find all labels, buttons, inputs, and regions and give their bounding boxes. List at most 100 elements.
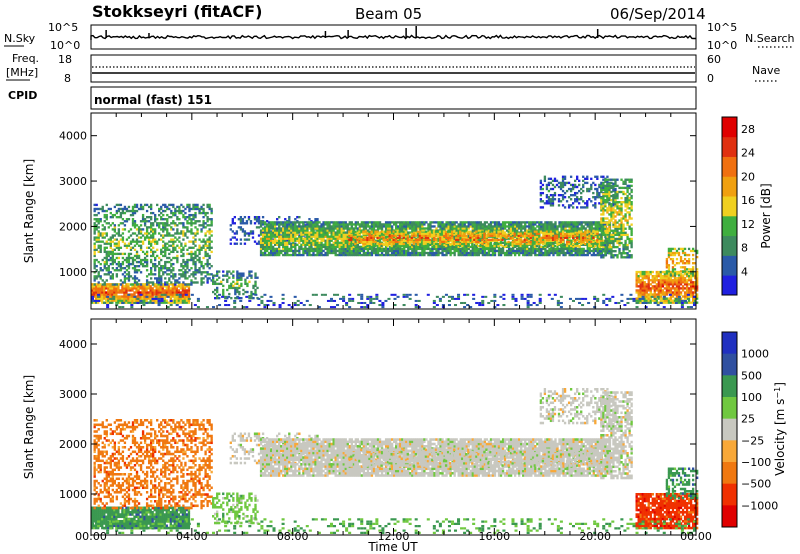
power-cell [162, 267, 165, 270]
power-cell [288, 235, 291, 238]
power-cell [288, 239, 291, 242]
power-cell [133, 299, 136, 302]
power-cell [119, 203, 123, 207]
power-cell [441, 243, 444, 247]
power-cell [606, 235, 610, 238]
power-cell [477, 249, 481, 253]
power-cell [542, 251, 545, 255]
power-cell [244, 278, 247, 281]
power-cell [188, 269, 191, 272]
power-cell [570, 241, 573, 244]
power-cell [154, 213, 157, 217]
power-cell [198, 244, 201, 247]
power-cell [308, 247, 311, 251]
power-cell [604, 249, 608, 253]
power-cell [192, 252, 195, 256]
power-cell [384, 235, 388, 238]
power-cell [334, 237, 337, 240]
power-cell [426, 236, 430, 239]
power-cell [596, 225, 599, 228]
power-cell [399, 249, 402, 253]
power-cell [272, 239, 275, 242]
power-cell [481, 233, 485, 236]
power-cell [428, 230, 432, 233]
power-cell [236, 270, 239, 273]
power-cell [403, 225, 406, 228]
power-cell [388, 223, 392, 226]
power-cell [316, 221, 319, 224]
power-cell [465, 247, 468, 251]
power-cell [164, 244, 167, 247]
power-cell [284, 235, 287, 238]
power-cell [446, 236, 450, 239]
power-cell [532, 225, 535, 228]
power-cell [162, 224, 165, 227]
power-cell [312, 223, 315, 226]
power-cell [352, 240, 355, 244]
power-cell [449, 221, 452, 224]
power-cell [286, 253, 289, 257]
power-cell [177, 301, 181, 304]
power-cell [95, 269, 98, 272]
power-cell [166, 256, 169, 260]
power-cell [239, 226, 243, 229]
power-cell [410, 236, 413, 239]
power-cell [137, 295, 140, 298]
power-cell [127, 301, 130, 304]
power-cell [137, 269, 141, 272]
power-cell [368, 247, 372, 251]
power-cell [424, 236, 428, 239]
power-cell [210, 234, 213, 237]
power-cell [300, 221, 303, 224]
power-cell [244, 290, 247, 294]
power-cell [364, 253, 368, 257]
power-cell [185, 289, 189, 292]
power-cell [479, 227, 483, 230]
power-cell [555, 238, 559, 242]
power-cell [119, 295, 122, 298]
power-cell [344, 225, 347, 228]
power-cell [524, 247, 527, 251]
power-cell [186, 264, 189, 268]
power-cell [103, 293, 106, 296]
power-cell [253, 215, 257, 219]
power-cell [320, 243, 323, 247]
power-cell [507, 237, 511, 240]
power-cell [267, 251, 271, 255]
power-cell [267, 253, 271, 257]
power-cell [160, 222, 163, 225]
power-cell [314, 231, 317, 234]
power-cell [177, 285, 181, 288]
power-cell [131, 277, 135, 280]
power-cell [139, 283, 143, 286]
power-cell [119, 211, 123, 215]
power-cell [141, 299, 144, 302]
power-cell [101, 279, 104, 282]
power-cell [491, 225, 495, 228]
power-cell [202, 211, 205, 215]
power-cell [316, 225, 319, 228]
power-cell [397, 225, 400, 228]
power-cell [147, 226, 151, 229]
power-cell [495, 241, 499, 244]
power-cell [415, 253, 418, 257]
power-cell [362, 232, 365, 235]
power-cell [93, 238, 96, 241]
power-cell [171, 289, 174, 292]
power-cell [570, 225, 573, 228]
power-cell [471, 229, 474, 232]
power-cell [479, 249, 483, 253]
power-cell [194, 238, 197, 241]
power-cell [598, 227, 602, 230]
power-cell [154, 277, 157, 280]
power-cell [395, 221, 398, 224]
power-cell [434, 242, 438, 246]
power-cell [141, 301, 144, 304]
power-cell [164, 262, 167, 266]
power-cell [99, 262, 102, 266]
power-cell [578, 221, 581, 224]
power-cell [177, 297, 181, 300]
power-cell [497, 242, 500, 246]
power-cell [437, 225, 440, 228]
power-cell [479, 251, 483, 255]
